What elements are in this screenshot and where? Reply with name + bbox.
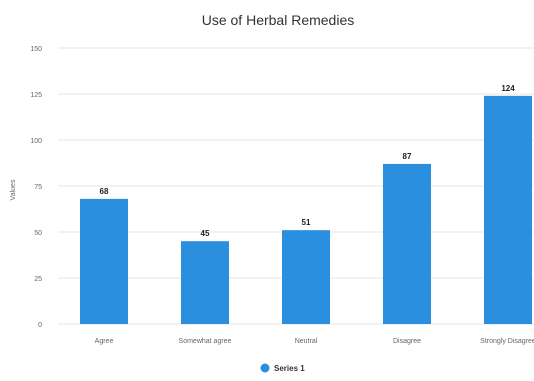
legend-label-series-1: Series 1 [274,364,305,373]
x-tick-label-agree: Agree [95,338,114,345]
y-tick-label-0: 0 [38,322,42,329]
y-tick-label-75: 75 [34,184,42,191]
bar-agree[interactable] [80,198,128,324]
bar-disagree[interactable] [383,163,431,324]
bar-strongly-disagree[interactable] [484,95,532,324]
x-tick-label-strongly-disagree: Strongly Disagree [480,338,534,345]
data-label-strongly-disagree: 124 [501,84,515,93]
x-tick-label-somewhat-agree: Somewhat agree [179,338,232,345]
bars [80,95,532,324]
data-labels: 68 45 51 87 124 [100,84,516,238]
bar-neutral[interactable] [282,230,330,324]
data-label-disagree: 87 [403,152,412,161]
bar-somewhat-agree[interactable] [181,241,229,324]
y-tick-label-50: 50 [34,230,42,237]
y-tick-label-125: 125 [30,92,42,99]
legend-marker-series-1 [260,363,270,373]
y-tick-label-150: 150 [30,46,42,53]
y-tick-label-25: 25 [34,276,42,283]
legend[interactable]: Series 1 [260,363,306,374]
y-axis-ticks: 0 25 50 75 100 125 150 [30,46,42,329]
y-axis-label: Values [10,179,17,200]
data-label-neutral: 51 [302,218,311,227]
x-axis-ticks: Agree Somewhat agree Neutral Disagree Strong… [95,338,534,345]
y-tick-label-100: 100 [30,138,42,145]
data-label-agree: 68 [100,187,109,196]
x-tick-label-neutral: Neutral [295,338,318,345]
data-label-somewhat-agree: 45 [201,229,210,238]
x-tick-label-disagree: Disagree [393,338,421,345]
chart-title: Use of Herbal Remedies [202,12,355,28]
